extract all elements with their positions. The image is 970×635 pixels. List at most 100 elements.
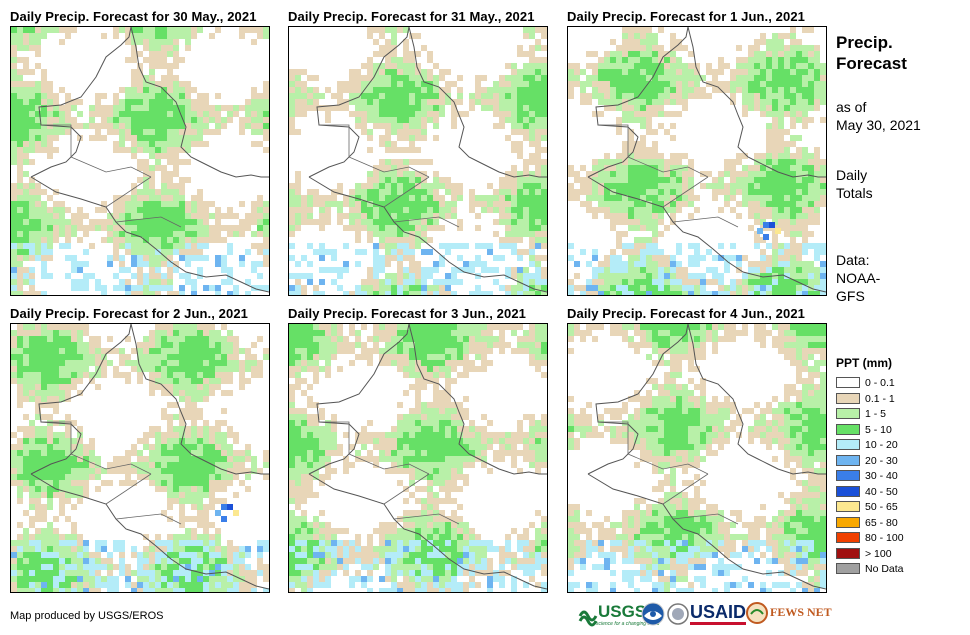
coastline: [587, 176, 826, 293]
country-border: [383, 176, 430, 208]
title-line-2: Forecast: [836, 54, 907, 73]
panel-30-may: Daily Precip. Forecast for 30 May., 2021: [10, 8, 270, 296]
coastline: [408, 27, 547, 178]
title-line-1: Precip.: [836, 33, 893, 52]
country-border: [672, 513, 739, 525]
precip-map: [288, 323, 548, 593]
legend-label: 0.1 - 1: [865, 392, 895, 405]
as-of-value: May 30, 2021: [836, 117, 921, 133]
legend-item: 30 - 40: [836, 469, 956, 483]
legend-label: 40 - 50: [865, 485, 898, 498]
fews-net-logo: FEWS NET: [746, 600, 832, 628]
panel-31-may: Daily Precip. Forecast for 31 May., 2021: [288, 8, 548, 296]
legend-swatch: [836, 392, 860, 404]
legend-label: 30 - 40: [865, 470, 898, 482]
precip-map: [288, 26, 548, 296]
coastline: [587, 473, 826, 590]
legend-label: 0 - 0.1: [865, 377, 895, 389]
noaa-logo: [641, 600, 665, 628]
usaid-logo: USAID: [690, 600, 750, 628]
legend-label: 80 - 100: [865, 532, 904, 544]
country-border: [348, 156, 430, 178]
source-line-1: Data:: [836, 252, 870, 268]
country-border: [672, 216, 739, 228]
as-of-date: as of May 30, 2021: [836, 98, 956, 134]
legend-item: 50 - 65: [836, 500, 956, 514]
as-of-label: as of: [836, 99, 867, 115]
totals-line-2: Totals: [836, 185, 873, 201]
country-border: [598, 421, 629, 454]
panel-3-jun: Daily Precip. Forecast for 3 Jun., 2021: [288, 305, 548, 593]
source-line-3: GFS: [836, 288, 865, 304]
fews-globe-icon: [746, 602, 768, 624]
country-border: [41, 421, 72, 454]
coastline: [30, 324, 132, 475]
country-border: [115, 216, 182, 228]
legend-swatch: [836, 377, 860, 388]
legend-item: 80 - 100: [836, 531, 956, 545]
legend-item: 40 - 50: [836, 485, 956, 499]
legend-swatch: [836, 516, 860, 528]
coastline: [130, 27, 269, 178]
coastline: [408, 324, 547, 475]
country-border: [70, 453, 152, 475]
coastline: [30, 27, 132, 178]
source-line-2: NOAA-: [836, 270, 881, 286]
sidebar-title: Precip. Forecast: [836, 32, 956, 74]
country-border: [70, 156, 152, 178]
legend-item: > 100: [836, 547, 956, 561]
coastline: [130, 324, 269, 475]
precip-grid: [568, 27, 826, 295]
precip-map: [10, 26, 270, 296]
legend-item: No Data: [836, 562, 956, 576]
country-border: [105, 176, 152, 208]
country-border: [393, 513, 460, 525]
country-border: [319, 421, 350, 454]
legend-label: > 100: [865, 547, 892, 560]
legend-swatch: [836, 563, 860, 574]
usgs-text: USGS: [598, 602, 647, 621]
legend-swatch: [836, 501, 860, 512]
usaid-text: USAID: [690, 602, 747, 622]
usgs-logo: USGS science for a changing world: [578, 600, 660, 628]
usgs-tagline: science for a changing world: [596, 621, 660, 627]
coastline: [587, 324, 689, 475]
precip-map: [10, 323, 270, 593]
panel-title: Daily Precip. Forecast for 4 Jun., 2021: [567, 306, 806, 321]
panel-title: Daily Precip. Forecast for 30 May., 2021: [10, 9, 257, 24]
legend-label: 10 - 20: [865, 439, 898, 451]
coastline: [687, 324, 826, 475]
legend-item: 65 - 80: [836, 516, 956, 530]
country-border: [662, 473, 709, 505]
precip-map: [567, 26, 827, 296]
country-border: [105, 473, 152, 505]
legend-title: PPT (mm): [836, 356, 893, 370]
legend-item: 5 - 10: [836, 423, 956, 437]
legend-swatch: [836, 547, 860, 559]
panel-1-jun: Daily Precip. Forecast for 1 Jun., 2021: [567, 8, 827, 296]
panel-4-jun: Daily Precip. Forecast for 4 Jun., 2021: [567, 305, 827, 593]
legend-item: 0.1 - 1: [836, 392, 956, 406]
legend-swatch: [836, 485, 860, 497]
coastline: [30, 473, 269, 590]
country-border: [319, 124, 350, 157]
legend-item: 10 - 20: [836, 438, 956, 452]
totals-line-1: Daily: [836, 167, 868, 183]
coastline: [308, 176, 547, 293]
precip-grid: [11, 27, 269, 295]
legend-swatch: [836, 423, 860, 435]
panel-2-jun: Daily Precip. Forecast for 2 Jun., 2021: [10, 305, 270, 593]
panel-title: Daily Precip. Forecast for 1 Jun., 2021: [567, 9, 806, 24]
country-border: [383, 473, 430, 505]
panel-title: Daily Precip. Forecast for 2 Jun., 2021: [10, 306, 249, 321]
precip-map: [567, 323, 827, 593]
country-border: [115, 513, 182, 525]
coastline: [687, 27, 826, 178]
credit-text: Map produced by USGS/EROS: [10, 610, 164, 622]
nasa-seal: [667, 600, 689, 628]
legend-label: 50 - 65: [865, 501, 898, 513]
precip-grid: [289, 27, 547, 295]
legend-label: 20 - 30: [865, 454, 898, 467]
panel-title: Daily Precip. Forecast for 3 Jun., 2021: [288, 306, 527, 321]
coastline: [308, 324, 410, 475]
